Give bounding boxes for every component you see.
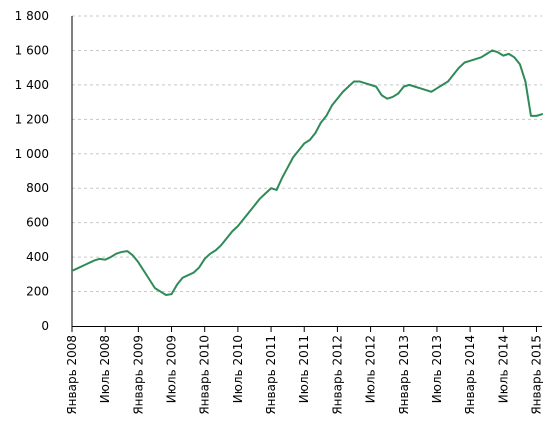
x-tick-label: Январь 2013: [397, 335, 411, 415]
series-layer: [71, 49, 543, 296]
grid-lines: [72, 15, 542, 293]
x-tick-label: Январь 2010: [198, 335, 212, 415]
x-tick-label: Июль 2014: [496, 335, 510, 403]
x-tick-label: Январь 2011: [264, 335, 278, 415]
x-tick-label: Январь 2009: [131, 335, 145, 415]
x-tick-label: Июль 2009: [165, 335, 179, 403]
x-tick-label: Июль 2008: [98, 335, 112, 403]
y-tick-label: 200: [26, 285, 49, 299]
y-axis-ticks: 0 200 400 600 800 1 000 1 200 1 400 1 600 1 800: [15, 9, 49, 333]
y-tick-label: 1 400: [15, 78, 49, 92]
x-tick-label: Январь 2014: [463, 335, 477, 415]
y-tick-label: 1 800: [15, 9, 49, 23]
y-tick-label: 400: [26, 250, 49, 264]
x-tick-label: Январь 2015: [529, 335, 543, 415]
x-tick-label: Июль 2013: [430, 335, 444, 403]
x-tick-label: Июль 2011: [297, 335, 311, 403]
axes: [71, 16, 542, 327]
y-tick-label: 0: [41, 319, 49, 333]
y-tick-label: 1 000: [15, 147, 49, 161]
x-tick-label: Июль 2010: [231, 335, 245, 403]
x-axis-ticks: Январь 2008 Июль 2008 Январь 2009 Июль 2009…: [65, 326, 543, 415]
y-tick-label: 600: [26, 216, 49, 230]
x-tick-label: Январь 2012: [330, 335, 344, 415]
series-line: [71, 49, 543, 296]
y-tick-label: 1 200: [15, 112, 49, 126]
y-tick-label: 800: [26, 181, 49, 195]
y-tick-label: 1 600: [15, 43, 49, 57]
x-tick-label: Июль 2012: [364, 335, 378, 403]
x-tick-label: Январь 2008: [65, 335, 79, 415]
